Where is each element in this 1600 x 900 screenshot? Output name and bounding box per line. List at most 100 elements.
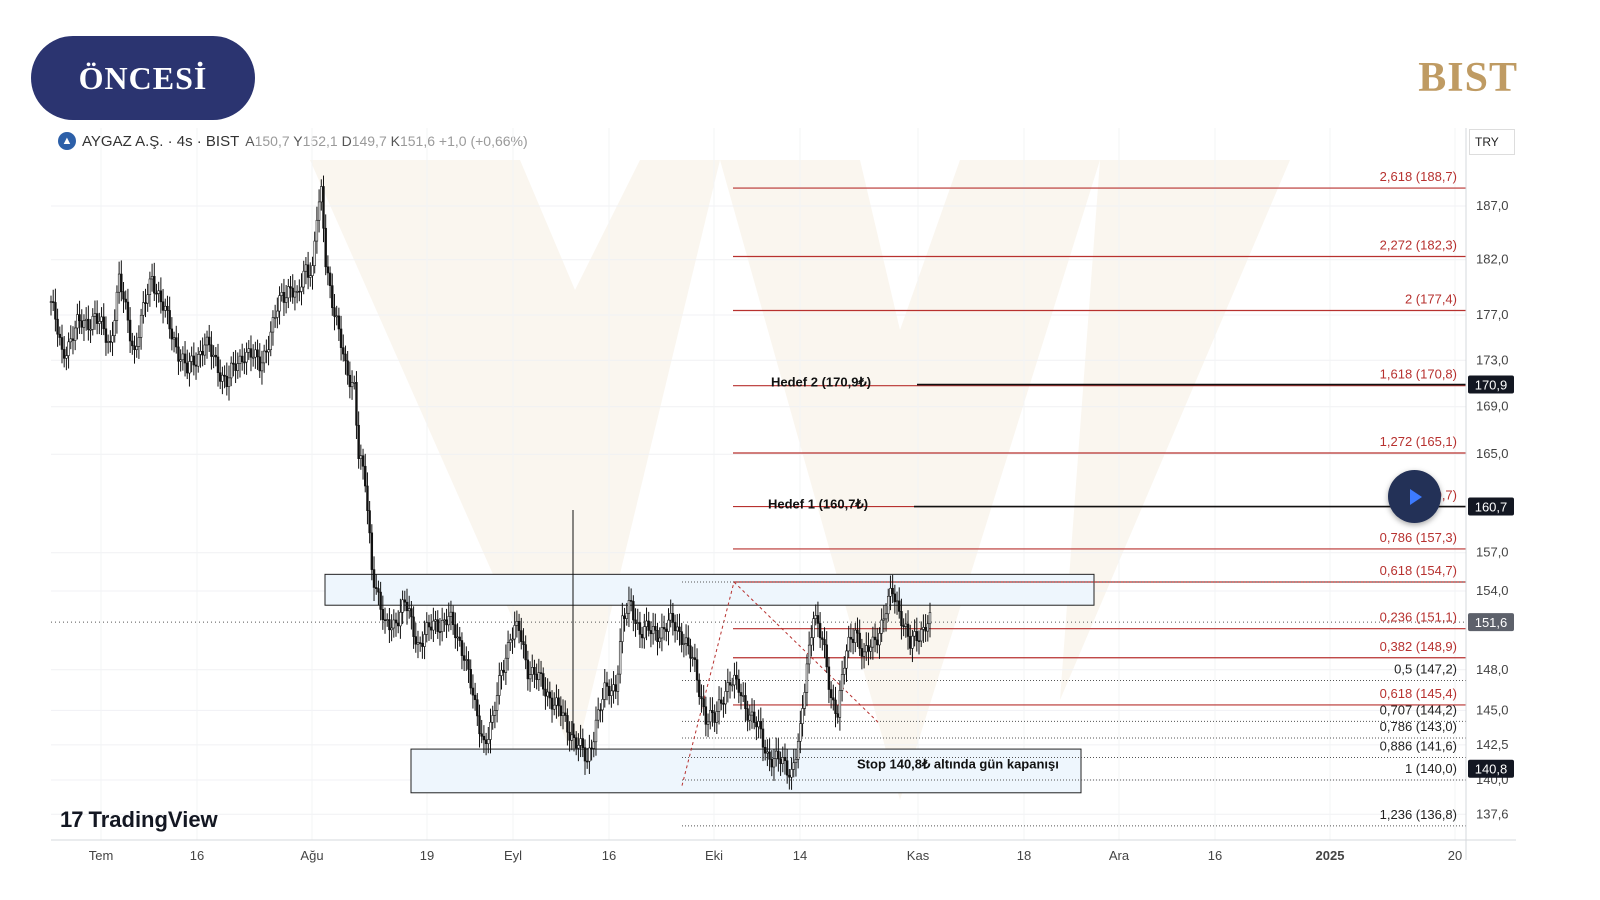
candle-body xyxy=(709,710,712,723)
candle-body xyxy=(243,361,246,364)
candle-body xyxy=(175,337,178,348)
candle-body xyxy=(643,626,646,639)
candle-body xyxy=(302,270,305,288)
candle-body xyxy=(223,374,226,377)
candle-body xyxy=(612,684,615,692)
candle-body xyxy=(744,695,747,709)
candle-body xyxy=(649,630,653,635)
candle-body xyxy=(102,316,105,330)
candle-body xyxy=(887,595,890,615)
candle-body xyxy=(58,333,61,338)
play-button[interactable] xyxy=(1388,470,1441,523)
candle-body xyxy=(401,599,404,613)
candle-body xyxy=(201,350,204,356)
candle-body xyxy=(737,678,741,693)
candle-body xyxy=(845,650,848,669)
candle-body xyxy=(581,738,584,748)
candle-body xyxy=(731,684,734,687)
candle-body xyxy=(928,612,932,625)
candle-body xyxy=(122,291,125,300)
candle-body xyxy=(416,642,420,645)
candle-body xyxy=(236,363,239,371)
candle-body xyxy=(662,627,666,630)
chart-overlay: Hedef 2 (170,9₺) Hedef 1 (160,7₺) Stop 140… xyxy=(768,375,1466,772)
candle-body xyxy=(392,619,396,629)
y-tick-label: 165,0 xyxy=(1476,446,1509,461)
candle-body xyxy=(790,769,793,778)
candle-body xyxy=(199,350,202,355)
candle-body xyxy=(87,318,90,330)
candle-body xyxy=(926,623,930,632)
candle-body xyxy=(346,360,349,376)
fib-label: 0,618 (145,4) xyxy=(1380,686,1457,701)
candle-body xyxy=(460,640,464,656)
candle-body xyxy=(482,735,486,741)
candle-body xyxy=(535,673,538,680)
candle-body xyxy=(689,645,692,659)
price-badge-label: 160,7 xyxy=(1475,500,1508,515)
candle-body xyxy=(289,286,292,289)
candle-body xyxy=(454,624,457,639)
y-tick-label: 187,0 xyxy=(1476,198,1509,213)
candle-body xyxy=(245,351,248,363)
x-tick-label: 2025 xyxy=(1316,848,1345,863)
candle-body xyxy=(62,349,66,359)
candle-body xyxy=(821,637,824,640)
candle-body xyxy=(333,307,336,317)
candle-body xyxy=(366,485,369,511)
candle-body xyxy=(353,382,356,384)
candle-body xyxy=(665,628,668,632)
candle-body xyxy=(326,266,330,274)
price-badge xyxy=(1468,613,1514,632)
candle-body xyxy=(262,350,266,364)
candle-body xyxy=(610,690,613,696)
candle-body xyxy=(533,667,536,675)
price-badge-label: 140,8 xyxy=(1475,762,1508,777)
candle-body xyxy=(814,615,817,619)
symbol-legend[interactable]: ▲ AYGAZ A.Ş. · 4s · BIST A150,7 Y152,1 D… xyxy=(58,132,528,150)
candle-body xyxy=(445,619,448,626)
candle-body xyxy=(671,612,675,623)
candle-body xyxy=(500,669,503,676)
candle-body xyxy=(913,631,916,637)
candle-body xyxy=(278,295,281,312)
candle-body xyxy=(210,344,213,357)
candle-body xyxy=(120,273,123,293)
candle-body xyxy=(511,638,514,641)
candle-body xyxy=(126,301,130,321)
candle-body xyxy=(423,634,426,647)
candle-body xyxy=(792,762,795,770)
fib-label: 1 (140,0) xyxy=(1405,761,1457,776)
candle-body xyxy=(135,346,138,351)
ohlc-values: A150,7 Y152,1 D149,7 K151,6 +1,0 (+0,66%… xyxy=(245,133,528,149)
candle-body xyxy=(234,363,237,371)
candle-body xyxy=(557,697,560,707)
candle-body xyxy=(568,731,571,741)
candle-body xyxy=(465,659,468,661)
candle-body xyxy=(166,305,169,311)
y-tick-label: 145,0 xyxy=(1476,702,1509,717)
candle-body xyxy=(891,587,894,595)
candle-body xyxy=(909,636,912,649)
x-tick-label: 19 xyxy=(420,848,434,863)
candle-body xyxy=(348,374,352,388)
candle-body xyxy=(755,722,758,728)
y-tick-label: 154,0 xyxy=(1476,583,1509,598)
candle-body xyxy=(311,265,314,277)
candle-body xyxy=(766,751,769,754)
price-badge xyxy=(1468,759,1514,778)
candle-body xyxy=(728,682,732,686)
candle-body xyxy=(564,712,567,716)
candle-body xyxy=(480,733,483,737)
candle-body xyxy=(137,337,141,347)
candle-body xyxy=(924,627,927,632)
candle-body xyxy=(139,314,143,338)
candle-body xyxy=(757,721,760,728)
candle-body xyxy=(537,672,541,680)
candle-body xyxy=(746,708,749,721)
currency-selector[interactable]: TRY xyxy=(1469,129,1515,155)
candle-body xyxy=(847,636,850,652)
candle-body xyxy=(827,666,831,690)
candle-body xyxy=(265,350,268,353)
